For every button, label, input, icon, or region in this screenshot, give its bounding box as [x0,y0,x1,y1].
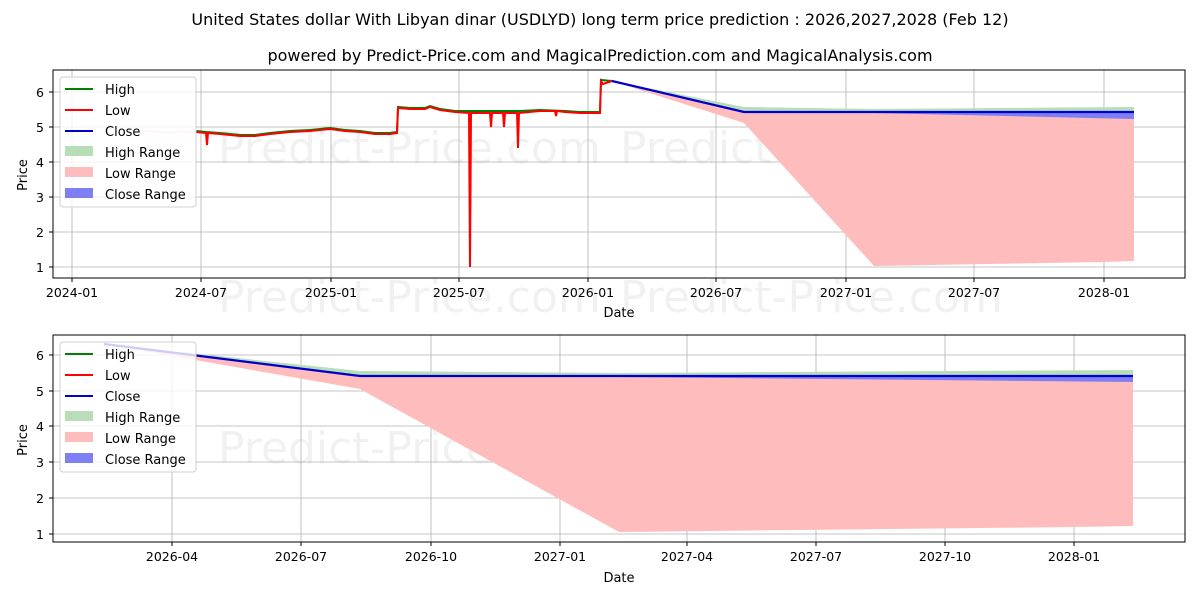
svg-text:2026-01: 2026-01 [562,285,614,300]
low-line [195,77,613,268]
legend-close: Close [105,125,140,140]
bottom-x-ticks: 2026-04 2026-07 2026-10 2027-01 2027-04 … [146,542,1100,564]
svg-text:2024-01: 2024-01 [46,285,98,300]
bottom-y-ticks: 6 5 4 3 2 1 [36,348,53,542]
chart-subtitle: powered by Predict-Price.com and Magical… [267,46,933,65]
legend-high-range-swatch [65,146,93,156]
svg-text:4: 4 [36,419,44,434]
top-x-axis-label: Date [603,306,634,321]
svg-text:2027-10: 2027-10 [919,549,971,564]
svg-text:2025-01: 2025-01 [305,285,357,300]
svg-text:2028-01: 2028-01 [1078,285,1130,300]
bottom-x-axis-label: Date [603,571,634,586]
svg-text:2025-07: 2025-07 [433,285,485,300]
legend-low: Low [105,104,131,119]
low-range-area [104,344,1133,532]
watermark: Predict-Price.com [218,272,601,323]
legend-low-range-swatch [65,167,93,177]
legend-close-range-swatch [65,453,93,463]
legend-low-range: Low Range [105,432,176,447]
svg-text:5: 5 [36,120,44,135]
legend-close-range: Close Range [105,453,186,468]
top-chart: Predict-Price.com Predict-Price.com Pred… [16,69,1186,323]
svg-text:2027-01: 2027-01 [534,549,586,564]
close-line [611,79,1134,114]
svg-text:2: 2 [36,225,44,240]
bottom-legend: High Low Close High Range Low Range Clos… [59,341,197,473]
bottom-y-axis-label: Price [16,424,31,456]
svg-text:2028-01: 2028-01 [1048,549,1100,564]
legend-low-range: Low Range [105,167,176,182]
legend-close: Close [105,390,140,405]
svg-text:2026-04: 2026-04 [146,549,198,564]
legend-low: Low [105,369,131,384]
top-x-ticks: 2024-01 2024-07 2025-01 2025-07 2026-01 … [46,278,1130,300]
svg-text:2027-01: 2027-01 [820,285,872,300]
top-y-ticks: 6 5 4 3 2 1 [36,85,53,275]
svg-text:3: 3 [36,190,44,205]
svg-text:6: 6 [36,85,44,100]
svg-text:4: 4 [36,155,44,170]
top-legend: High Low Close High Range Low Range Clos… [59,76,197,208]
svg-text:1: 1 [36,527,44,542]
svg-text:2027-04: 2027-04 [661,549,713,564]
legend-close-range-swatch [65,188,93,198]
watermark: Predict-Price.com [218,123,601,174]
top-y-axis-label: Price [16,159,31,191]
svg-text:2: 2 [36,491,44,506]
high-range-area [612,81,1134,112]
close-line [103,342,1133,378]
top-axes-frame [52,69,1186,279]
svg-text:2026-07: 2026-07 [275,549,327,564]
svg-text:2026-07: 2026-07 [690,285,742,300]
svg-text:3: 3 [36,455,44,470]
bottom-chart: Predict-Price.com Predict-Price.com 6 5 … [16,334,1186,586]
svg-text:1: 1 [36,260,44,275]
svg-text:6: 6 [36,348,44,363]
bottom-axes-frame [52,334,1186,543]
svg-text:2027-07: 2027-07 [790,549,842,564]
chart-title: United States dollar With Libyan dinar (… [191,10,1009,29]
high-range-area [104,344,1133,376]
legend-high-range: High Range [105,146,180,161]
legend-high-range: High Range [105,411,180,426]
legend-low-range-swatch [65,432,93,442]
svg-text:2027-07: 2027-07 [948,285,1000,300]
legend-high: High [105,348,135,363]
low-range-area [612,81,1134,266]
svg-text:5: 5 [36,384,44,399]
close-range-area [360,376,1133,382]
watermark: Predict-Price.com [620,272,1003,323]
svg-text:2026-10: 2026-10 [405,549,457,564]
legend-high-range-swatch [65,411,93,421]
legend-high: High [105,83,135,98]
svg-text:2024-07: 2024-07 [175,285,227,300]
close-range-area [744,112,1134,119]
legend-close-range: Close Range [105,188,186,203]
